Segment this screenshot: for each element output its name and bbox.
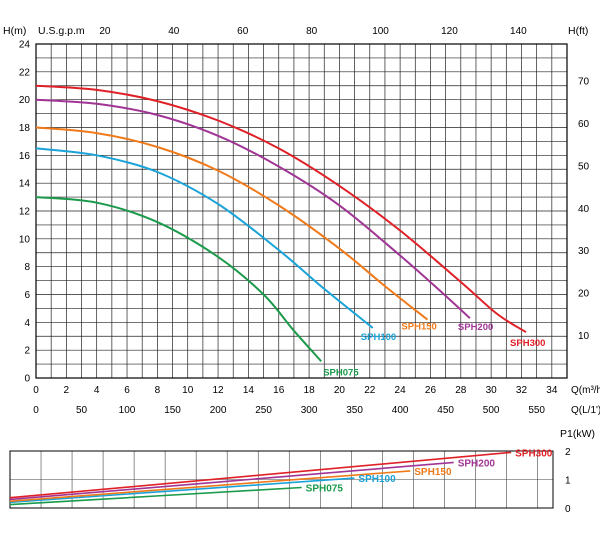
x-axis-title-top: U.S.g.p.m xyxy=(38,25,85,37)
y-tick-label-left: 8 xyxy=(24,262,30,273)
x-axis-title-bottom-2: Q(L/1') xyxy=(571,405,600,416)
x-tick-label-m3h: 8 xyxy=(155,385,161,396)
x-tick-label-m3h: 14 xyxy=(243,385,255,396)
x-tick-label-m3h: 34 xyxy=(546,385,558,396)
curve-sph100 xyxy=(35,147,374,329)
head-chart-curves xyxy=(35,84,527,362)
x-tick-label-m3h: 20 xyxy=(334,385,346,396)
x-tick-label-lpm: 300 xyxy=(301,405,318,416)
power-curve-sph075 xyxy=(9,486,302,506)
head-chart-grid xyxy=(35,43,568,379)
x-tick-label-lpm: 350 xyxy=(346,405,363,416)
y-tick-label-left: 6 xyxy=(24,290,30,301)
x-tick-label-lpm: 550 xyxy=(528,405,545,416)
y-tick-label-left: 22 xyxy=(19,67,31,78)
power-chart-labels: P1(kW) 0 1 2 SPH075 SPH100 SPH150 SPH200 SPH300 xyxy=(306,428,595,515)
x-tick-label-m3h: 28 xyxy=(455,385,467,396)
x-tick-label-gpm: 120 xyxy=(441,26,458,37)
series-label-sph200: SPH200 xyxy=(458,322,493,333)
y-tick-label-left: 0 xyxy=(24,374,30,385)
power-series-label-sph200: SPH200 xyxy=(458,458,496,469)
x-tick-label-m3h: 0 xyxy=(33,385,39,396)
y-tick-label-right: 50 xyxy=(578,161,590,172)
series-label-sph075: SPH075 xyxy=(323,367,359,378)
y-tick-label-left: 24 xyxy=(19,40,31,51)
curve-sph075 xyxy=(35,196,322,362)
y-tick-label-right: 60 xyxy=(578,119,590,130)
head-chart-labels: H(m)024681012141618202224H(ft)1020304050… xyxy=(3,25,600,416)
power-series-label-sph150: SPH150 xyxy=(414,467,452,478)
y-axis-title-right: H(ft) xyxy=(568,25,588,37)
x-tick-label-m3h: 18 xyxy=(304,385,316,396)
x-tick-label-m3h: 12 xyxy=(212,385,224,396)
curve-sph300 xyxy=(35,84,527,333)
y-tick-label-left: 2 xyxy=(24,346,30,357)
y-tick-label-left: 18 xyxy=(19,123,31,134)
y-tick-label-left: 12 xyxy=(19,207,31,218)
x-tick-label-lpm: 100 xyxy=(119,405,136,416)
x-tick-label-lpm: 400 xyxy=(392,405,409,416)
power-tick-label: 0 xyxy=(565,504,571,515)
x-tick-label-lpm: 200 xyxy=(210,405,227,416)
x-tick-label-lpm: 500 xyxy=(483,405,500,416)
series-label-sph100: SPH100 xyxy=(361,332,396,343)
x-tick-label-m3h: 24 xyxy=(395,385,407,396)
x-tick-label-gpm: 20 xyxy=(99,26,111,37)
x-tick-label-m3h: 4 xyxy=(94,385,100,396)
x-tick-label-lpm: 50 xyxy=(76,405,88,416)
x-tick-label-gpm: 140 xyxy=(510,26,527,37)
power-tick-label: 1 xyxy=(565,476,571,487)
x-tick-label-m3h: 6 xyxy=(124,385,130,396)
x-tick-label-m3h: 10 xyxy=(182,385,194,396)
x-tick-label-lpm: 0 xyxy=(33,405,39,416)
y-tick-label-left: 20 xyxy=(19,95,31,106)
y-tick-label-left: 16 xyxy=(19,151,31,162)
power-axis-title: P1(kW) xyxy=(560,428,595,440)
x-tick-label-m3h: 16 xyxy=(273,385,285,396)
y-tick-label-right: 40 xyxy=(578,204,590,215)
y-tick-label-left: 4 xyxy=(24,318,30,329)
power-series-label-sph100: SPH100 xyxy=(358,474,396,485)
power-chart-curves xyxy=(9,451,512,506)
y-tick-label-right: 10 xyxy=(578,331,590,342)
plot-frame xyxy=(35,43,568,379)
x-tick-label-lpm: 250 xyxy=(255,405,272,416)
series-label-sph150: SPH150 xyxy=(401,322,436,333)
x-tick-label-gpm: 80 xyxy=(306,26,318,37)
x-tick-label-gpm: 100 xyxy=(372,26,389,37)
power-plot-frame xyxy=(9,450,554,509)
power-curve-sph150 xyxy=(9,470,411,502)
x-tick-label-m3h: 30 xyxy=(486,385,498,396)
x-tick-label-gpm: 60 xyxy=(237,26,249,37)
x-axis-title-bottom: Q(m³/h) xyxy=(571,385,600,396)
x-tick-label-m3h: 32 xyxy=(516,385,528,396)
y-tick-label-right: 30 xyxy=(578,246,590,257)
power-curve-sph200 xyxy=(9,461,454,501)
y-axis-title-left: H(m) xyxy=(3,25,26,37)
x-tick-label-m3h: 26 xyxy=(425,385,437,396)
curve-sph150 xyxy=(35,126,429,321)
y-tick-label-right: 70 xyxy=(578,77,590,88)
curve-sph200 xyxy=(35,98,471,319)
x-tick-label-m3h: 22 xyxy=(364,385,376,396)
y-tick-label-left: 14 xyxy=(19,179,31,190)
x-tick-label-lpm: 450 xyxy=(437,405,454,416)
power-chart-grid xyxy=(9,450,554,509)
series-label-sph300: SPH300 xyxy=(510,338,545,349)
x-tick-label-m3h: 2 xyxy=(64,385,70,396)
x-tick-label-lpm: 150 xyxy=(164,405,181,416)
x-tick-label-gpm: 40 xyxy=(168,26,180,37)
power-curve-sph100 xyxy=(9,477,355,504)
y-tick-label-right: 20 xyxy=(578,289,590,300)
power-series-label-sph075: SPH075 xyxy=(306,483,344,494)
power-tick-label: 2 xyxy=(565,447,571,458)
power-curve-sph300 xyxy=(9,451,512,499)
power-series-label-sph300: SPH300 xyxy=(515,448,553,459)
y-tick-label-left: 10 xyxy=(19,234,31,245)
